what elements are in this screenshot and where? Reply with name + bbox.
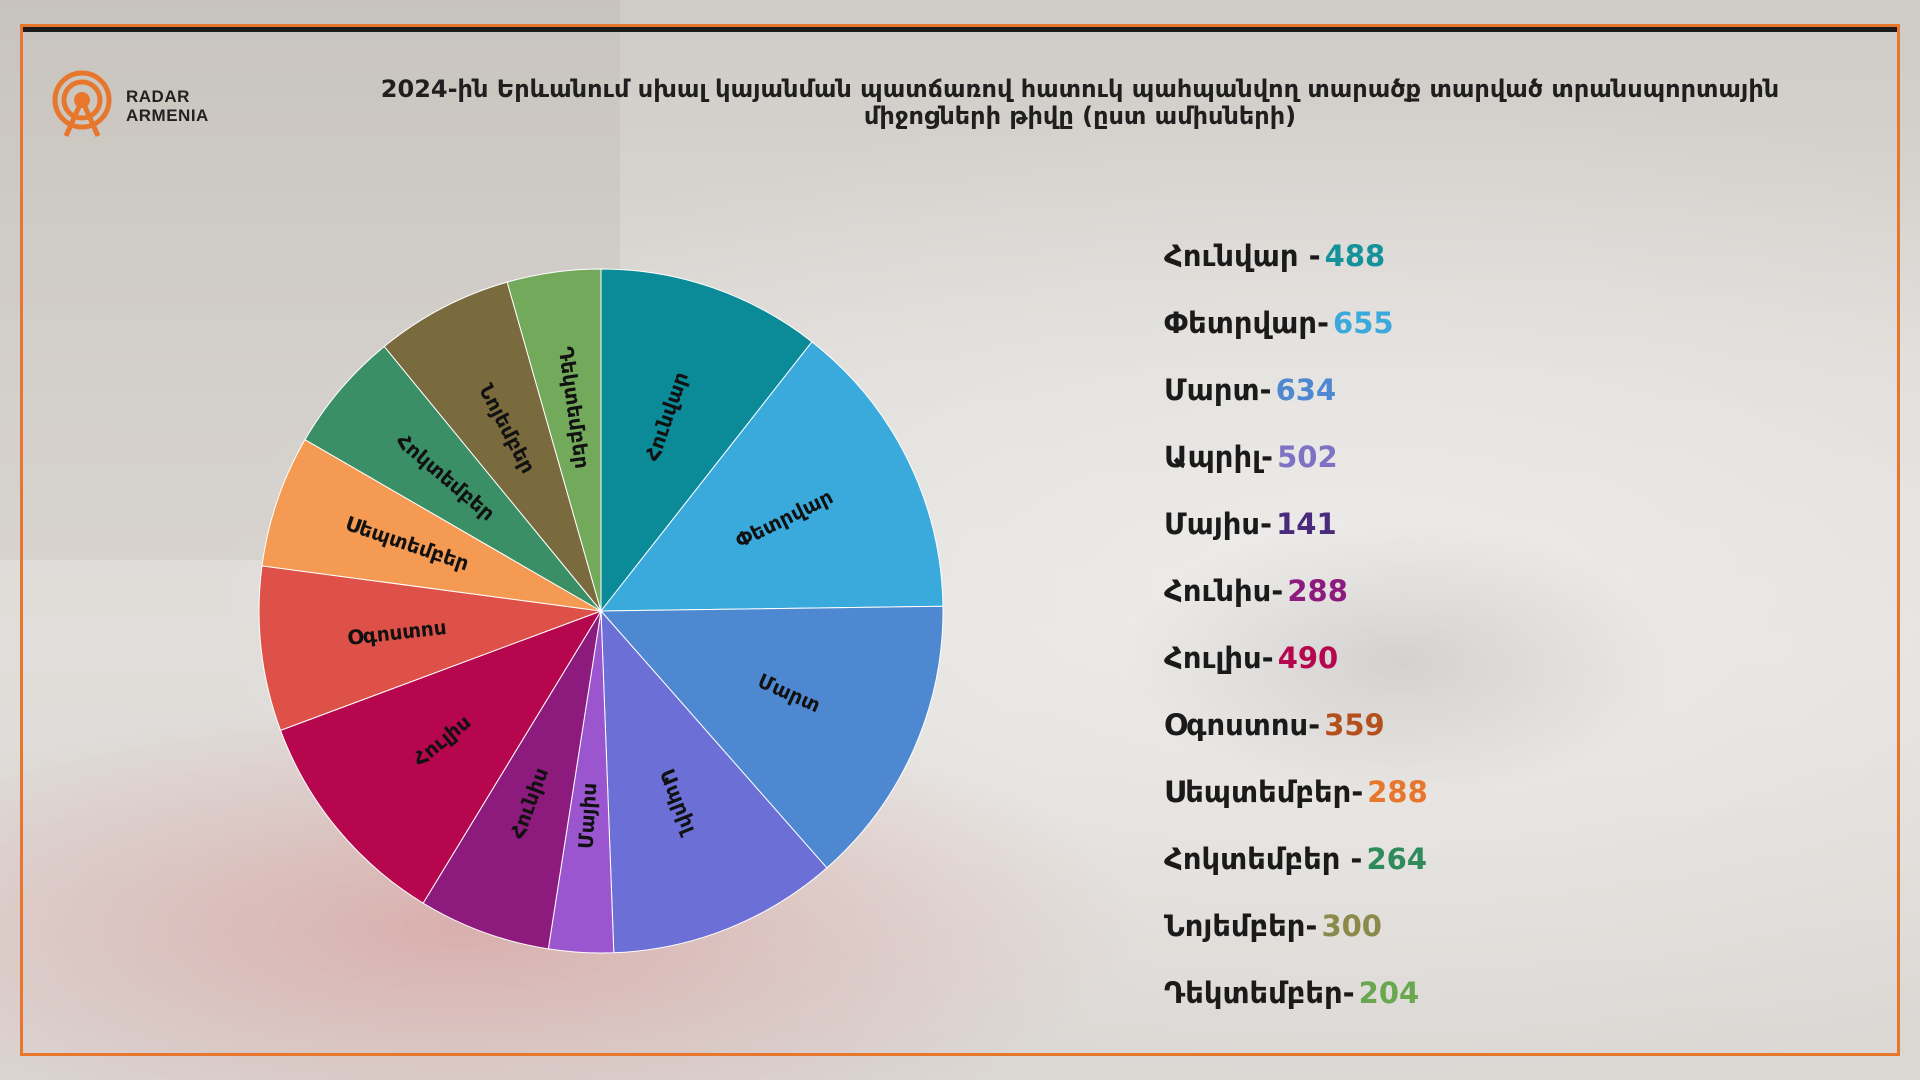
- legend-value: 264: [1366, 841, 1428, 876]
- background-car: [1120, 520, 1680, 800]
- legend-label: Ապրիլ-: [1164, 439, 1274, 474]
- pie-slice: [600, 609, 828, 954]
- legend-label: Մարտ-: [1164, 372, 1272, 407]
- legend-value: 204: [1358, 975, 1420, 1010]
- legend-label: Հունվար -: [1164, 238, 1321, 273]
- legend-item: Դեկտեմբեր- 204: [1164, 959, 1724, 1026]
- orange-frame: [20, 24, 1900, 1056]
- legend-item: Օգոստոս- 359: [1164, 691, 1724, 758]
- legend-item: Մարտ- 634: [1164, 356, 1724, 423]
- pie-slice: [261, 438, 602, 612]
- legend-item: Նոյեմբեր- 300: [1164, 892, 1724, 959]
- legend-value: 288: [1287, 573, 1348, 608]
- legend-item: Հուլիս- 490: [1164, 624, 1724, 691]
- legend-value: 490: [1277, 640, 1339, 675]
- pie-slice: [279, 610, 603, 904]
- slice-label: Մայիս: [574, 782, 602, 850]
- legend-item: Մայիս- 141: [1164, 490, 1724, 557]
- legend-value: 288: [1367, 774, 1428, 809]
- logo-line-1: RADAR: [126, 87, 190, 106]
- legend-label: Հոկտեմբեր -: [1164, 841, 1363, 876]
- legend-label: Փետրվար-: [1164, 305, 1330, 340]
- legend-item: Հոկտեմբեր -264: [1164, 825, 1724, 892]
- legend-label: Օգոստոս-: [1164, 707, 1321, 742]
- pie-slice: [258, 565, 602, 732]
- radar-armenia-logo: RADAR ARMENIA: [52, 70, 209, 142]
- pie-slice: [599, 605, 944, 869]
- legend-value: 141: [1276, 506, 1337, 541]
- top-bar: [20, 24, 1900, 32]
- legend-label: Նոյեմբեր-: [1164, 908, 1318, 943]
- chart-title: 2024-ին Երևանում սխալ կայանման պատճառով …: [380, 75, 1780, 130]
- legend-item: Ապրիլ- 502: [1164, 423, 1724, 490]
- legend-item: Հունվար -488: [1164, 222, 1724, 289]
- legend: Հունվար -488 Փետրվար- 655 Մարտ- 634 Ապրիլ- 502…: [1164, 222, 1724, 1026]
- legend-value: 359: [1324, 707, 1385, 742]
- pie-slice: [506, 268, 602, 612]
- radar-logo-icon: [52, 70, 112, 138]
- pie-slice: [383, 281, 602, 612]
- legend-value: 300: [1321, 908, 1382, 943]
- pie-slice: [600, 268, 813, 613]
- legend-value: 634: [1275, 372, 1337, 407]
- legend-label: Հունիս-: [1164, 573, 1284, 608]
- pie-slice: [599, 341, 944, 612]
- legend-item: Հունիս- 288: [1164, 557, 1724, 624]
- legend-item: Փետրվար- 655: [1164, 289, 1724, 356]
- legend-label: Սեպտեմբեր-: [1164, 774, 1364, 809]
- legend-item: Սեպտեմբեր- 288: [1164, 758, 1724, 825]
- legend-label: Հուլիս-: [1164, 640, 1274, 675]
- logo-line-2: ARMENIA: [126, 106, 209, 125]
- legend-value: 488: [1324, 238, 1386, 273]
- legend-label: Դեկտեմբեր-: [1164, 975, 1355, 1010]
- pie-slice: [422, 610, 602, 950]
- legend-value: 502: [1277, 439, 1338, 474]
- legend-label: Մայիս-: [1164, 506, 1273, 541]
- legend-value: 655: [1333, 305, 1394, 340]
